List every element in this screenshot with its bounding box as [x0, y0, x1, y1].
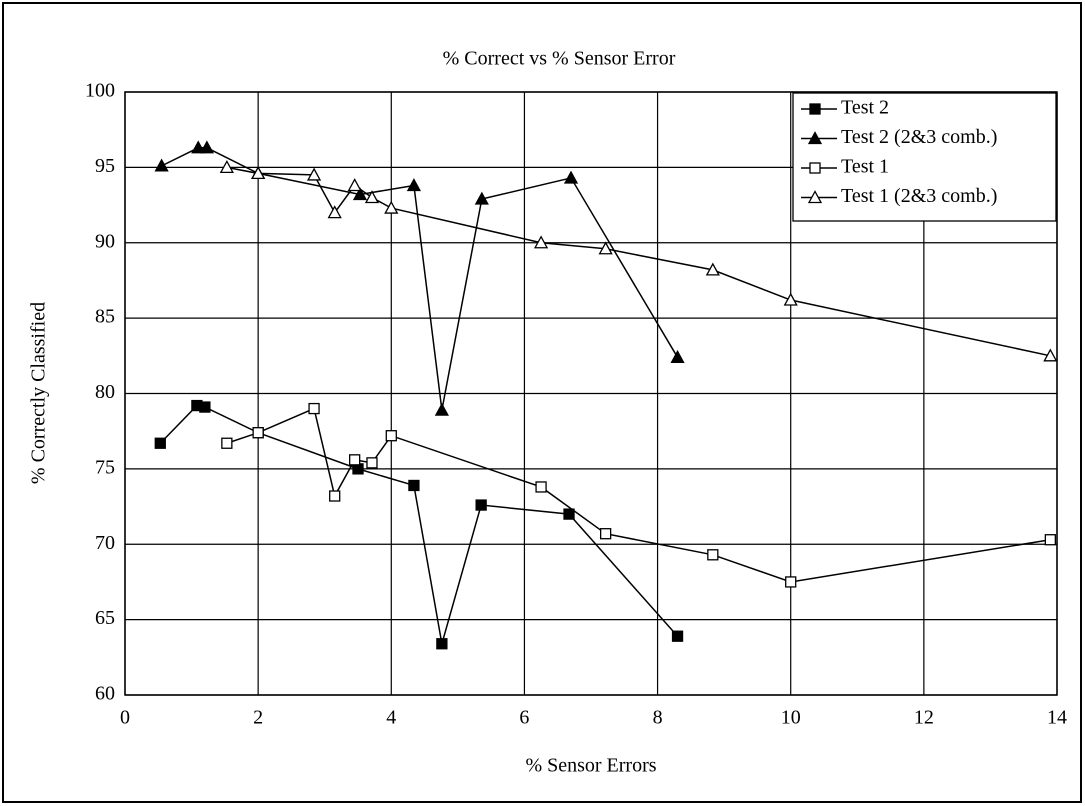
series-line [161, 147, 679, 411]
data-point [705, 262, 720, 276]
data-point [434, 402, 449, 416]
data-point [670, 349, 685, 363]
y-tick-label: 80 [95, 381, 115, 403]
legend-label: Test 2 (2&3 comb.) [841, 126, 997, 148]
y-axis-label: % Correctly Classified [28, 302, 50, 484]
legend-label: Test 2 [841, 97, 889, 119]
data-point [327, 205, 342, 219]
series-line [226, 407, 1051, 583]
data-point [199, 140, 214, 154]
data-point [221, 437, 233, 449]
legend-label: Test 1 (2&3 comb.) [841, 185, 997, 207]
data-point [598, 241, 613, 255]
y-tick-label: 75 [95, 456, 115, 478]
data-point [406, 178, 422, 192]
data-point [475, 499, 487, 511]
series-line [226, 166, 1051, 357]
data-point [384, 200, 399, 214]
legend-marker [807, 131, 823, 145]
x-tick-label: 6 [519, 707, 529, 729]
x-tick-label: 4 [386, 707, 396, 729]
data-point [219, 160, 234, 174]
data-point [349, 454, 361, 466]
y-tick-label: 65 [95, 607, 115, 629]
data-point [385, 430, 397, 442]
x-tick-label: 0 [120, 707, 130, 729]
data-point [671, 630, 684, 642]
chart-title: % Correct vs % Sensor Error [443, 48, 676, 70]
data-point [364, 190, 380, 204]
data-point [154, 158, 169, 172]
data-point [408, 479, 420, 492]
y-tick-label: 60 [95, 683, 115, 705]
y-tick-label: 85 [95, 306, 115, 328]
x-axis-label: % Sensor Errors [525, 755, 656, 777]
data-point [352, 187, 368, 201]
data-point [191, 140, 206, 154]
data-point [563, 170, 579, 184]
data-point [347, 178, 362, 192]
data-point [251, 166, 266, 180]
y-tick-label: 100 [85, 80, 115, 102]
data-point [436, 638, 448, 650]
data-point [783, 292, 798, 306]
x-tick-label: 2 [253, 707, 263, 729]
data-point [535, 481, 547, 493]
x-tick-label: 14 [1047, 707, 1067, 729]
data-point [306, 167, 322, 181]
y-tick-label: 95 [95, 155, 115, 177]
data-point [533, 235, 549, 249]
y-tick-label: 70 [95, 532, 115, 554]
legend-marker [809, 103, 821, 115]
legend-label: Test 1 [841, 156, 889, 178]
data-point [785, 576, 797, 588]
data-point [1044, 534, 1056, 546]
data-point [599, 528, 612, 540]
data-point [1043, 348, 1058, 362]
series-line [159, 404, 679, 644]
data-point [474, 191, 489, 205]
legend-box [792, 92, 1057, 222]
data-point [563, 508, 575, 520]
data-point [329, 490, 341, 502]
data-point [707, 549, 719, 561]
x-tick-label: 12 [914, 707, 934, 729]
data-point [154, 437, 166, 449]
legend-marker [807, 190, 823, 204]
data-point [199, 401, 211, 413]
data-point [252, 427, 264, 439]
y-tick-label: 90 [95, 230, 115, 252]
x-tick-label: 10 [781, 707, 801, 729]
data-point [366, 457, 378, 469]
data-point [308, 402, 320, 415]
x-tick-label: 8 [653, 707, 663, 729]
legend-marker [809, 162, 821, 174]
